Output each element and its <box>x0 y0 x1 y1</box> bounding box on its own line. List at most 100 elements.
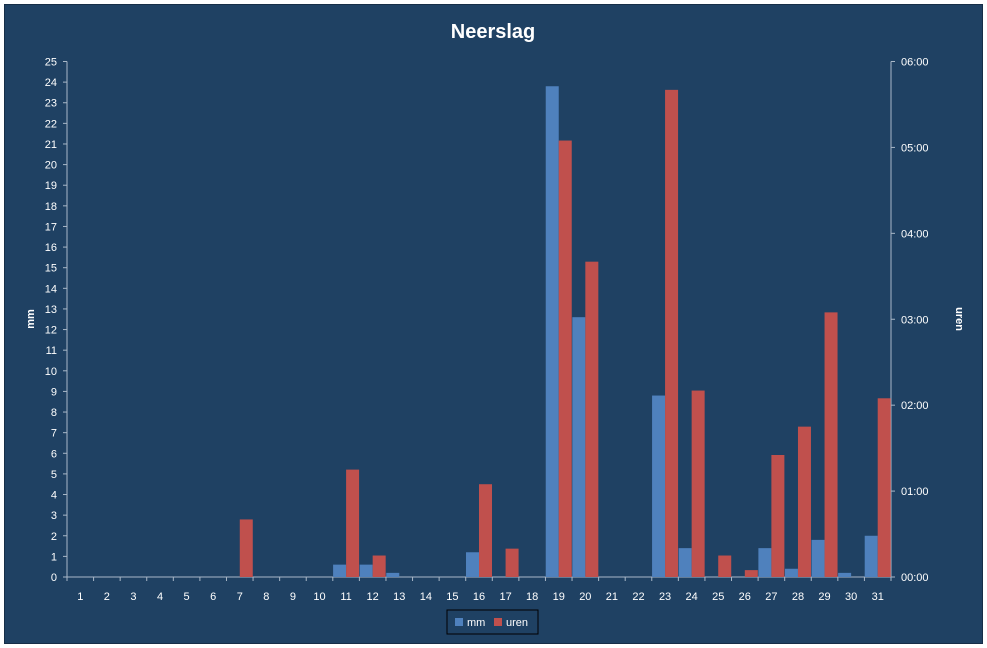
y-tick-label: 2 <box>51 531 57 543</box>
y-tick-label: 1 <box>51 551 57 563</box>
bar-uren <box>558 140 572 577</box>
y-tick-label: 19 <box>45 180 57 192</box>
y2-tick-label: 06:00 <box>901 57 929 69</box>
x-tick-label: 10 <box>313 591 325 603</box>
y2-axis-title: uren <box>953 307 965 331</box>
x-tick-label: 9 <box>290 591 296 603</box>
chart-container: Neerslag mm uren 0 1 2 3 4 5 6 7 8 9 10 11 12 13 14 15 1… <box>4 4 983 644</box>
y-tick-label: 18 <box>45 201 57 213</box>
precipitation-chart: Neerslag mm uren 01234567891011121314151… <box>4 4 983 644</box>
x-tick-label: 26 <box>739 591 751 603</box>
bar-mm <box>758 548 772 577</box>
chart-title: Neerslag <box>451 21 536 43</box>
y-tick-label: 15 <box>45 263 57 275</box>
y2-tick-label: 03:00 <box>901 314 929 326</box>
legend-label-mm: mm <box>467 617 485 629</box>
bar-uren <box>824 312 838 577</box>
x-tick-label: 1 <box>77 591 83 603</box>
bar-uren <box>771 454 785 577</box>
bar-mm <box>811 539 825 577</box>
bar-mm <box>864 535 878 577</box>
y2-tick-label: 05:00 <box>901 142 929 154</box>
y-tick-label: 17 <box>45 221 57 233</box>
x-tick-label: 2 <box>104 591 110 603</box>
bar-mm <box>838 572 852 577</box>
x-tick-label: 30 <box>845 591 857 603</box>
x-tick-label: 4 <box>157 591 163 603</box>
x-tick-label: 27 <box>765 591 777 603</box>
bar-mm <box>359 564 373 577</box>
y-tick-label: 24 <box>45 77 57 89</box>
x-tick-label: 18 <box>526 591 538 603</box>
bar-mm <box>545 86 559 577</box>
y-axis-title: mm <box>25 309 37 329</box>
bar-uren <box>479 484 492 577</box>
bar-mm <box>572 317 586 577</box>
y-tick-label: 5 <box>51 469 57 481</box>
bar-uren <box>346 469 360 577</box>
x-tick-label: 8 <box>263 591 269 603</box>
chart-background <box>4 4 983 644</box>
x-tick-label: 28 <box>792 591 804 603</box>
x-tick-label: 11 <box>340 591 351 603</box>
y2-tick-label: 04:00 <box>901 228 929 240</box>
bar-mm <box>784 568 798 577</box>
x-tick-label: 25 <box>712 591 724 603</box>
x-tick-label: 13 <box>393 591 405 603</box>
x-tick-label: 3 <box>130 591 136 603</box>
x-tick-label: 14 <box>420 591 432 603</box>
y-tick-label: 14 <box>45 283 57 295</box>
bar-uren <box>691 390 705 577</box>
y-tick-label: 7 <box>51 428 57 440</box>
bar-uren <box>505 548 519 577</box>
y-tick-label: 0 <box>51 572 57 584</box>
legend-swatch-uren <box>494 618 502 626</box>
y-tick-label: 20 <box>45 160 57 172</box>
bar-uren <box>718 555 732 577</box>
y-tick-label: 25 <box>45 57 57 69</box>
y-tick-label: 8 <box>51 407 57 419</box>
bar-mm <box>386 572 400 577</box>
x-tick-label: 5 <box>184 591 190 603</box>
y-tick-label: 11 <box>46 345 57 357</box>
x-tick-label: 23 <box>659 591 671 603</box>
x-tick-label: 20 <box>579 591 591 603</box>
y-tick-label: 21 <box>45 139 57 151</box>
y-tick-label: 22 <box>45 118 57 130</box>
y-tick-label: 10 <box>45 366 57 378</box>
legend-swatch-mm <box>455 618 463 626</box>
x-tick-label: 21 <box>606 591 618 603</box>
y-tick-label: 16 <box>45 242 57 254</box>
x-tick-label: 6 <box>210 591 216 603</box>
y2-tick-label: 00:00 <box>901 572 929 584</box>
plot-area: 0123456789101112131415161718192021222324… <box>45 57 929 604</box>
y-tick-label: 3 <box>51 510 57 522</box>
bar-uren <box>797 426 811 577</box>
x-tick-label: 12 <box>367 591 379 603</box>
bar-uren <box>665 89 679 577</box>
legend-box <box>446 609 539 635</box>
x-tick-label: 15 <box>446 591 458 603</box>
x-tick-label: 7 <box>237 591 243 603</box>
y-tick-label: 9 <box>51 386 57 398</box>
bar-mm <box>466 552 479 577</box>
bar-mm <box>333 564 347 577</box>
x-tick-label: 19 <box>553 591 565 603</box>
legend-label-uren: uren <box>506 617 528 629</box>
y-tick-label: 6 <box>51 448 57 460</box>
bar-uren <box>877 398 891 577</box>
y-tick-label: 12 <box>45 325 57 337</box>
bar-uren <box>372 555 386 577</box>
bar-uren <box>239 519 253 577</box>
y2-tick-label: 02:00 <box>901 400 929 412</box>
y2-tick-label: 01:00 <box>901 486 929 498</box>
x-tick-label: 16 <box>473 591 485 603</box>
bar-mm <box>652 395 666 577</box>
y-tick-label: 4 <box>51 490 57 502</box>
y-tick-label: 13 <box>45 304 57 316</box>
bar-uren <box>585 261 599 577</box>
bar-mm <box>678 548 692 577</box>
legend: mm uren <box>446 609 539 635</box>
x-tick-label: 31 <box>872 591 884 603</box>
x-tick-label: 29 <box>818 591 830 603</box>
